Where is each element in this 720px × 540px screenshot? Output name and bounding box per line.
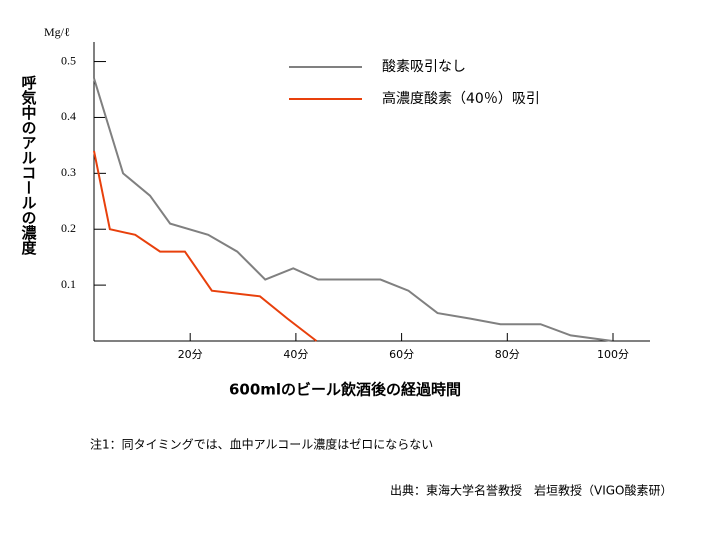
series-line <box>93 78 613 342</box>
source: 出典：東海大学名誉教授 岩垣教授（VIGO酸素研） <box>390 483 673 498</box>
y-tick-label: 0.1 <box>61 277 76 291</box>
legend-label: 高濃度酸素（40％）吸引 <box>382 90 540 107</box>
legend-label: 酸素吸引なし <box>382 59 466 75</box>
y-tick-label: 0.4 <box>61 109 76 123</box>
y-unit: Mg/ℓ <box>44 25 70 39</box>
y-tick-label: 0.3 <box>61 165 76 179</box>
note: 注1：同タイミングでは、血中アルコール濃度はゼロにならない <box>90 437 433 452</box>
series-line <box>93 150 318 342</box>
x-tick-label: 60分 <box>389 348 414 361</box>
y-axis-title: 呼気中のアルコールの濃度 <box>20 75 38 256</box>
y-tick-label: 0.2 <box>61 221 76 235</box>
x-tick-label: 100分 <box>597 348 629 361</box>
x-tick-label: 20分 <box>178 348 203 361</box>
x-tick-label: 80分 <box>495 348 520 361</box>
x-tick-label: 40分 <box>283 348 308 361</box>
x-axis-title: 600mlのビール飲酒後の経過時間 <box>229 381 461 399</box>
y-tick-label: 0.5 <box>61 53 76 67</box>
